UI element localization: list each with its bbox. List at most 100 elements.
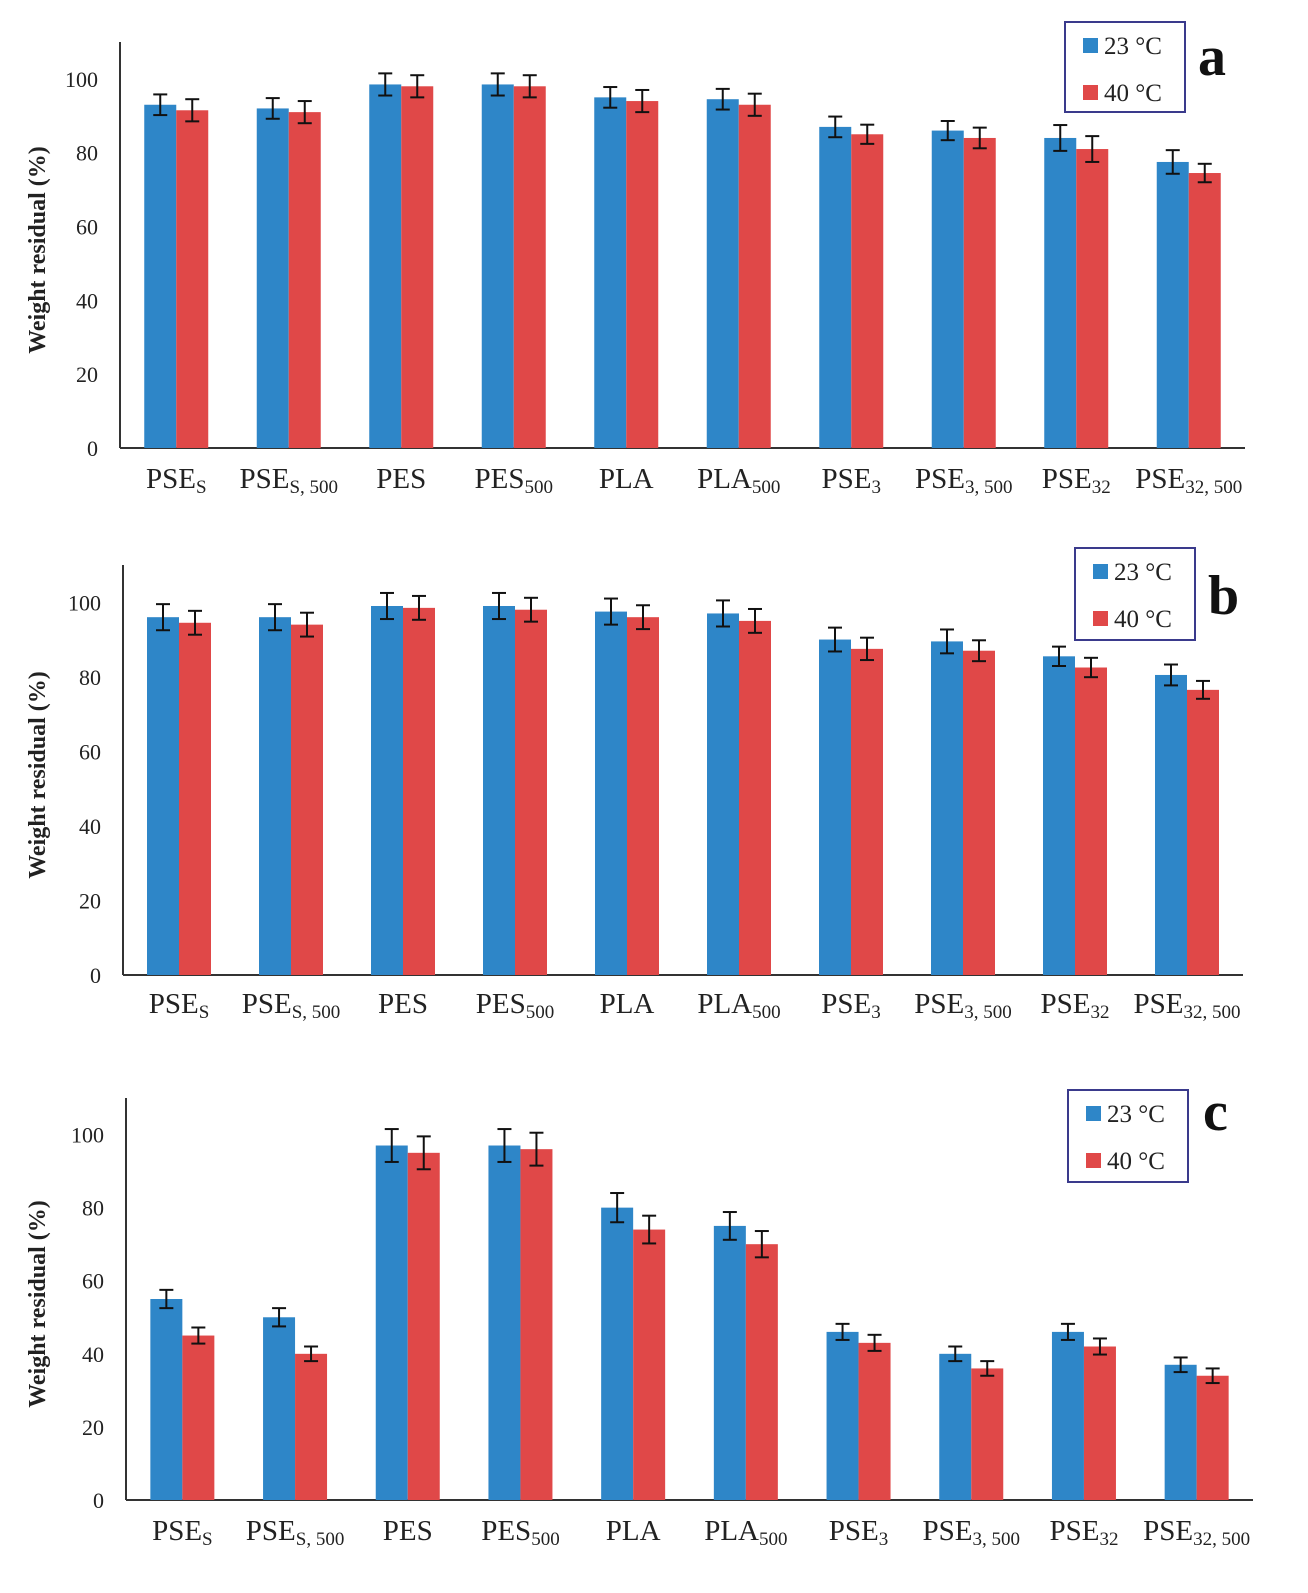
bar-23c	[826, 1331, 859, 1500]
x-tick-label-subscript: 500	[752, 477, 781, 498]
error-bar	[716, 599, 730, 628]
x-tick-label: PES500	[481, 1515, 559, 1550]
x-tick-label-base: PSE	[923, 1515, 973, 1547]
y-tick-label: 0	[93, 1488, 104, 1513]
bar-40c	[515, 609, 547, 975]
legend: 23 °C 40 °C	[1064, 21, 1186, 113]
error-bar	[972, 126, 987, 150]
x-tick-label: PSE32	[1042, 463, 1111, 498]
x-tick-label-base: PSE	[239, 463, 289, 495]
x-tick-label-base: PSE	[149, 988, 199, 1020]
x-tick-label-subscript: 500	[752, 1002, 781, 1023]
bar-23c	[931, 641, 963, 975]
bar-40c	[633, 1229, 666, 1500]
bar-40c	[1188, 173, 1221, 448]
error-bar	[754, 1230, 769, 1259]
error-bar	[1052, 645, 1066, 668]
bar-23c	[713, 1225, 746, 1500]
bar-40c	[176, 110, 209, 449]
x-tick-label-subscript: 32, 500	[1193, 1529, 1250, 1550]
error-bar	[1165, 149, 1180, 175]
bar-40c	[288, 112, 321, 449]
x-tick-label-subscript: 3, 500	[965, 477, 1013, 498]
error-bar	[715, 87, 730, 111]
bar-40c	[182, 1335, 215, 1500]
x-tick-label: PSE3, 500	[914, 988, 1011, 1023]
x-tick-label-subscript: 32	[1090, 1002, 1109, 1023]
y-tick-label: 80	[82, 1196, 104, 1221]
error-bar	[188, 609, 202, 636]
x-tick-label: PSE3, 500	[923, 1515, 1020, 1550]
bar-40c	[738, 104, 771, 448]
y-tick-label: 60	[82, 1269, 104, 1294]
x-tick-label: PSE32, 500	[1143, 1515, 1250, 1550]
x-tick-label-base: PLA	[704, 1515, 759, 1547]
legend-swatch	[1093, 611, 1108, 626]
x-tick-label-base: PSE	[821, 988, 871, 1020]
bar-40c	[971, 1368, 1004, 1500]
bar-23c	[595, 611, 627, 975]
x-tick-label: PSE3	[829, 1515, 888, 1550]
y-axis-label: Weight residual (%)	[25, 146, 51, 354]
x-tick-label: PSES	[149, 988, 210, 1023]
error-bar	[940, 628, 954, 655]
legend: 23 °C 40 °C	[1074, 547, 1196, 641]
error-bar	[610, 1192, 625, 1224]
bar-40c	[745, 1244, 778, 1500]
x-tick-label-base: PSE	[1041, 988, 1091, 1020]
x-tick-label-subscript: 3	[879, 1529, 889, 1550]
bar-23c	[150, 1299, 183, 1500]
bar-23c	[259, 617, 291, 975]
error-bar	[265, 97, 280, 120]
error-bar	[747, 92, 762, 117]
x-tick-label-base: PSE	[152, 1515, 202, 1547]
error-bar	[268, 603, 282, 632]
bar-23c	[1043, 656, 1075, 975]
y-tick-label: 20	[82, 1415, 104, 1440]
error-bar	[297, 100, 312, 125]
legend-swatch	[1083, 38, 1098, 53]
bar-40c	[403, 607, 435, 975]
error-bar	[604, 597, 618, 626]
y-tick-label: 60	[79, 739, 101, 764]
x-tick-label-subscript: 3	[871, 477, 881, 498]
x-tick-label-base: PSE	[829, 1515, 879, 1547]
bar-23c	[263, 1317, 296, 1500]
panel-label: b	[1208, 565, 1239, 627]
error-bar	[860, 636, 874, 662]
x-tick-label: PSES, 500	[242, 988, 341, 1023]
error-bar	[1060, 1322, 1075, 1341]
x-tick-label: PSES	[146, 463, 207, 498]
error-bar	[1197, 162, 1212, 184]
x-tick-label-base: PSE	[915, 463, 965, 495]
y-tick-label: 20	[76, 362, 98, 387]
bar-40c	[520, 1149, 553, 1500]
error-bar	[300, 611, 314, 638]
bar-23c	[1051, 1331, 1084, 1500]
bar-23c	[144, 104, 177, 448]
bar-40c	[1187, 689, 1219, 975]
y-tick-label: 100	[71, 1123, 104, 1148]
error-bar	[490, 72, 505, 97]
bar-40c	[627, 617, 659, 975]
bar-40c	[739, 620, 771, 975]
y-tick-label: 20	[79, 888, 101, 913]
error-bar	[835, 1322, 850, 1341]
bar-40c	[1076, 149, 1109, 448]
error-bar	[416, 1135, 431, 1171]
x-tick-label-base: PSE	[1042, 463, 1092, 495]
error-bar	[722, 1211, 737, 1241]
x-tick-label-base: PES	[475, 463, 525, 495]
error-bar	[185, 98, 200, 123]
x-tick-label-base: PSE	[1143, 1515, 1193, 1547]
y-tick-label: 40	[79, 814, 101, 839]
x-tick-label: PSE32, 500	[1134, 988, 1241, 1023]
bar-40c	[291, 624, 323, 975]
bar-23c	[1156, 161, 1189, 449]
x-tick-label-subscript: S, 500	[289, 477, 338, 498]
legend-label: 40 °C	[1114, 606, 1172, 633]
x-tick-label-base: PSE	[1134, 988, 1184, 1020]
x-tick-label-subscript: 500	[531, 1529, 560, 1550]
legend-swatch	[1086, 1153, 1101, 1168]
y-tick-label: 40	[76, 288, 98, 313]
